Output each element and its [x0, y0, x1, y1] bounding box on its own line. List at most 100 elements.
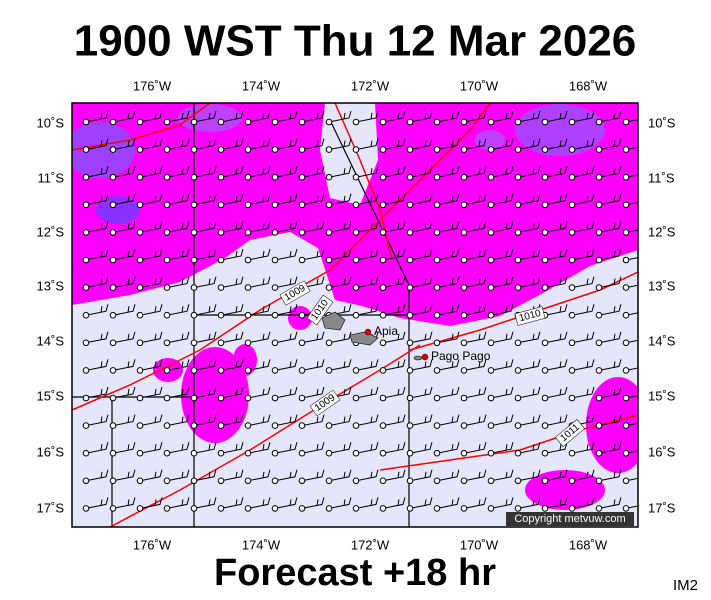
wind-barb — [490, 469, 514, 482]
barb-station — [298, 311, 306, 319]
barb-station — [487, 422, 495, 429]
longitude-label: 174˚W — [242, 537, 281, 552]
barb-station — [406, 201, 414, 209]
wind-barb — [220, 331, 244, 344]
barb-station — [190, 201, 198, 209]
barb-station — [352, 505, 360, 512]
barb-station — [271, 422, 279, 429]
barb-station — [325, 284, 333, 291]
latitude-label: 12˚S — [648, 224, 676, 239]
wind-barb — [274, 359, 298, 371]
wind-barb — [544, 497, 568, 509]
wind-barb — [463, 331, 487, 344]
wind-barb — [247, 138, 271, 151]
wind-barb — [112, 442, 136, 454]
wind-barb — [85, 414, 109, 427]
wind-barb — [220, 386, 244, 399]
wind-barb — [625, 257, 638, 261]
wind-barb — [85, 221, 109, 233]
barb-station — [595, 367, 603, 374]
wind-barb — [544, 442, 568, 454]
barb-station — [271, 505, 279, 512]
barb-station — [271, 201, 279, 209]
barb-station — [352, 311, 360, 319]
barb-station — [244, 505, 252, 512]
barb-station — [595, 311, 603, 319]
wind-barb — [544, 386, 568, 399]
wind-barb — [409, 221, 433, 233]
barb-station — [109, 477, 117, 485]
barb-station — [379, 229, 387, 236]
barb-station — [109, 118, 117, 126]
barb-station — [217, 449, 225, 457]
wind-barb — [436, 386, 460, 399]
barb-station — [541, 449, 549, 457]
barb-station — [136, 118, 144, 126]
barb-station — [406, 146, 414, 153]
barb-station — [541, 173, 549, 181]
barb-station — [541, 229, 549, 236]
wind-barb — [274, 331, 298, 344]
wind-barb — [598, 359, 622, 371]
barb-station — [595, 118, 603, 126]
wind-barb — [166, 276, 190, 289]
wind-barb — [409, 248, 433, 261]
wind-barb — [517, 276, 541, 289]
barb-station — [163, 367, 171, 374]
barb-station — [352, 146, 360, 153]
barb-station — [298, 146, 306, 153]
barb-station — [379, 339, 387, 347]
barb-station — [163, 311, 171, 319]
wind-barb — [193, 386, 217, 399]
wind-barb — [490, 166, 514, 178]
wind-barb — [85, 248, 109, 261]
wind-barb — [193, 221, 217, 233]
latitude-label: 15˚S — [648, 388, 676, 403]
latitude-label: 10˚S — [37, 115, 65, 130]
barb-station — [433, 311, 441, 319]
barb-station — [163, 339, 171, 347]
wind-barb — [85, 469, 109, 482]
barb-station — [433, 173, 441, 181]
wind-barb — [301, 193, 325, 206]
barb-station — [433, 449, 441, 457]
barb-station — [541, 284, 549, 291]
wind-barb — [544, 331, 568, 344]
barb-station — [244, 229, 252, 236]
wind-barb — [301, 276, 325, 289]
wind-barb — [112, 386, 136, 399]
wind-barb — [409, 304, 433, 316]
wind-barb — [382, 138, 406, 151]
barb-station — [217, 284, 225, 291]
wind-barb — [355, 442, 379, 454]
barb-station — [568, 449, 576, 457]
wind-barb — [490, 276, 514, 289]
barb-station — [244, 477, 252, 485]
barb-station — [595, 256, 603, 264]
barb-station — [82, 284, 90, 291]
wind-barb — [382, 497, 406, 509]
barb-station — [487, 118, 495, 126]
barb-station — [271, 367, 279, 374]
barb-station — [217, 422, 225, 429]
barb-station — [352, 201, 360, 209]
wind-barb — [112, 331, 136, 344]
barb-station — [271, 339, 279, 347]
wind-barb — [598, 331, 622, 344]
wind-barb — [193, 497, 217, 509]
barb-station — [514, 201, 522, 209]
barb-station — [190, 146, 198, 153]
wind-barb — [328, 276, 352, 289]
barb-station — [190, 505, 198, 512]
wind-barb — [490, 414, 514, 427]
wind-barb — [382, 469, 406, 482]
wind-barb — [571, 442, 595, 454]
barb-station — [568, 229, 576, 236]
barb-station — [136, 284, 144, 291]
place-marker — [364, 328, 372, 336]
wind-barb — [355, 414, 379, 427]
isobar-label-box — [306, 294, 334, 326]
wind-barb — [490, 331, 514, 344]
barb-station — [163, 118, 171, 126]
barb-station — [190, 394, 198, 402]
